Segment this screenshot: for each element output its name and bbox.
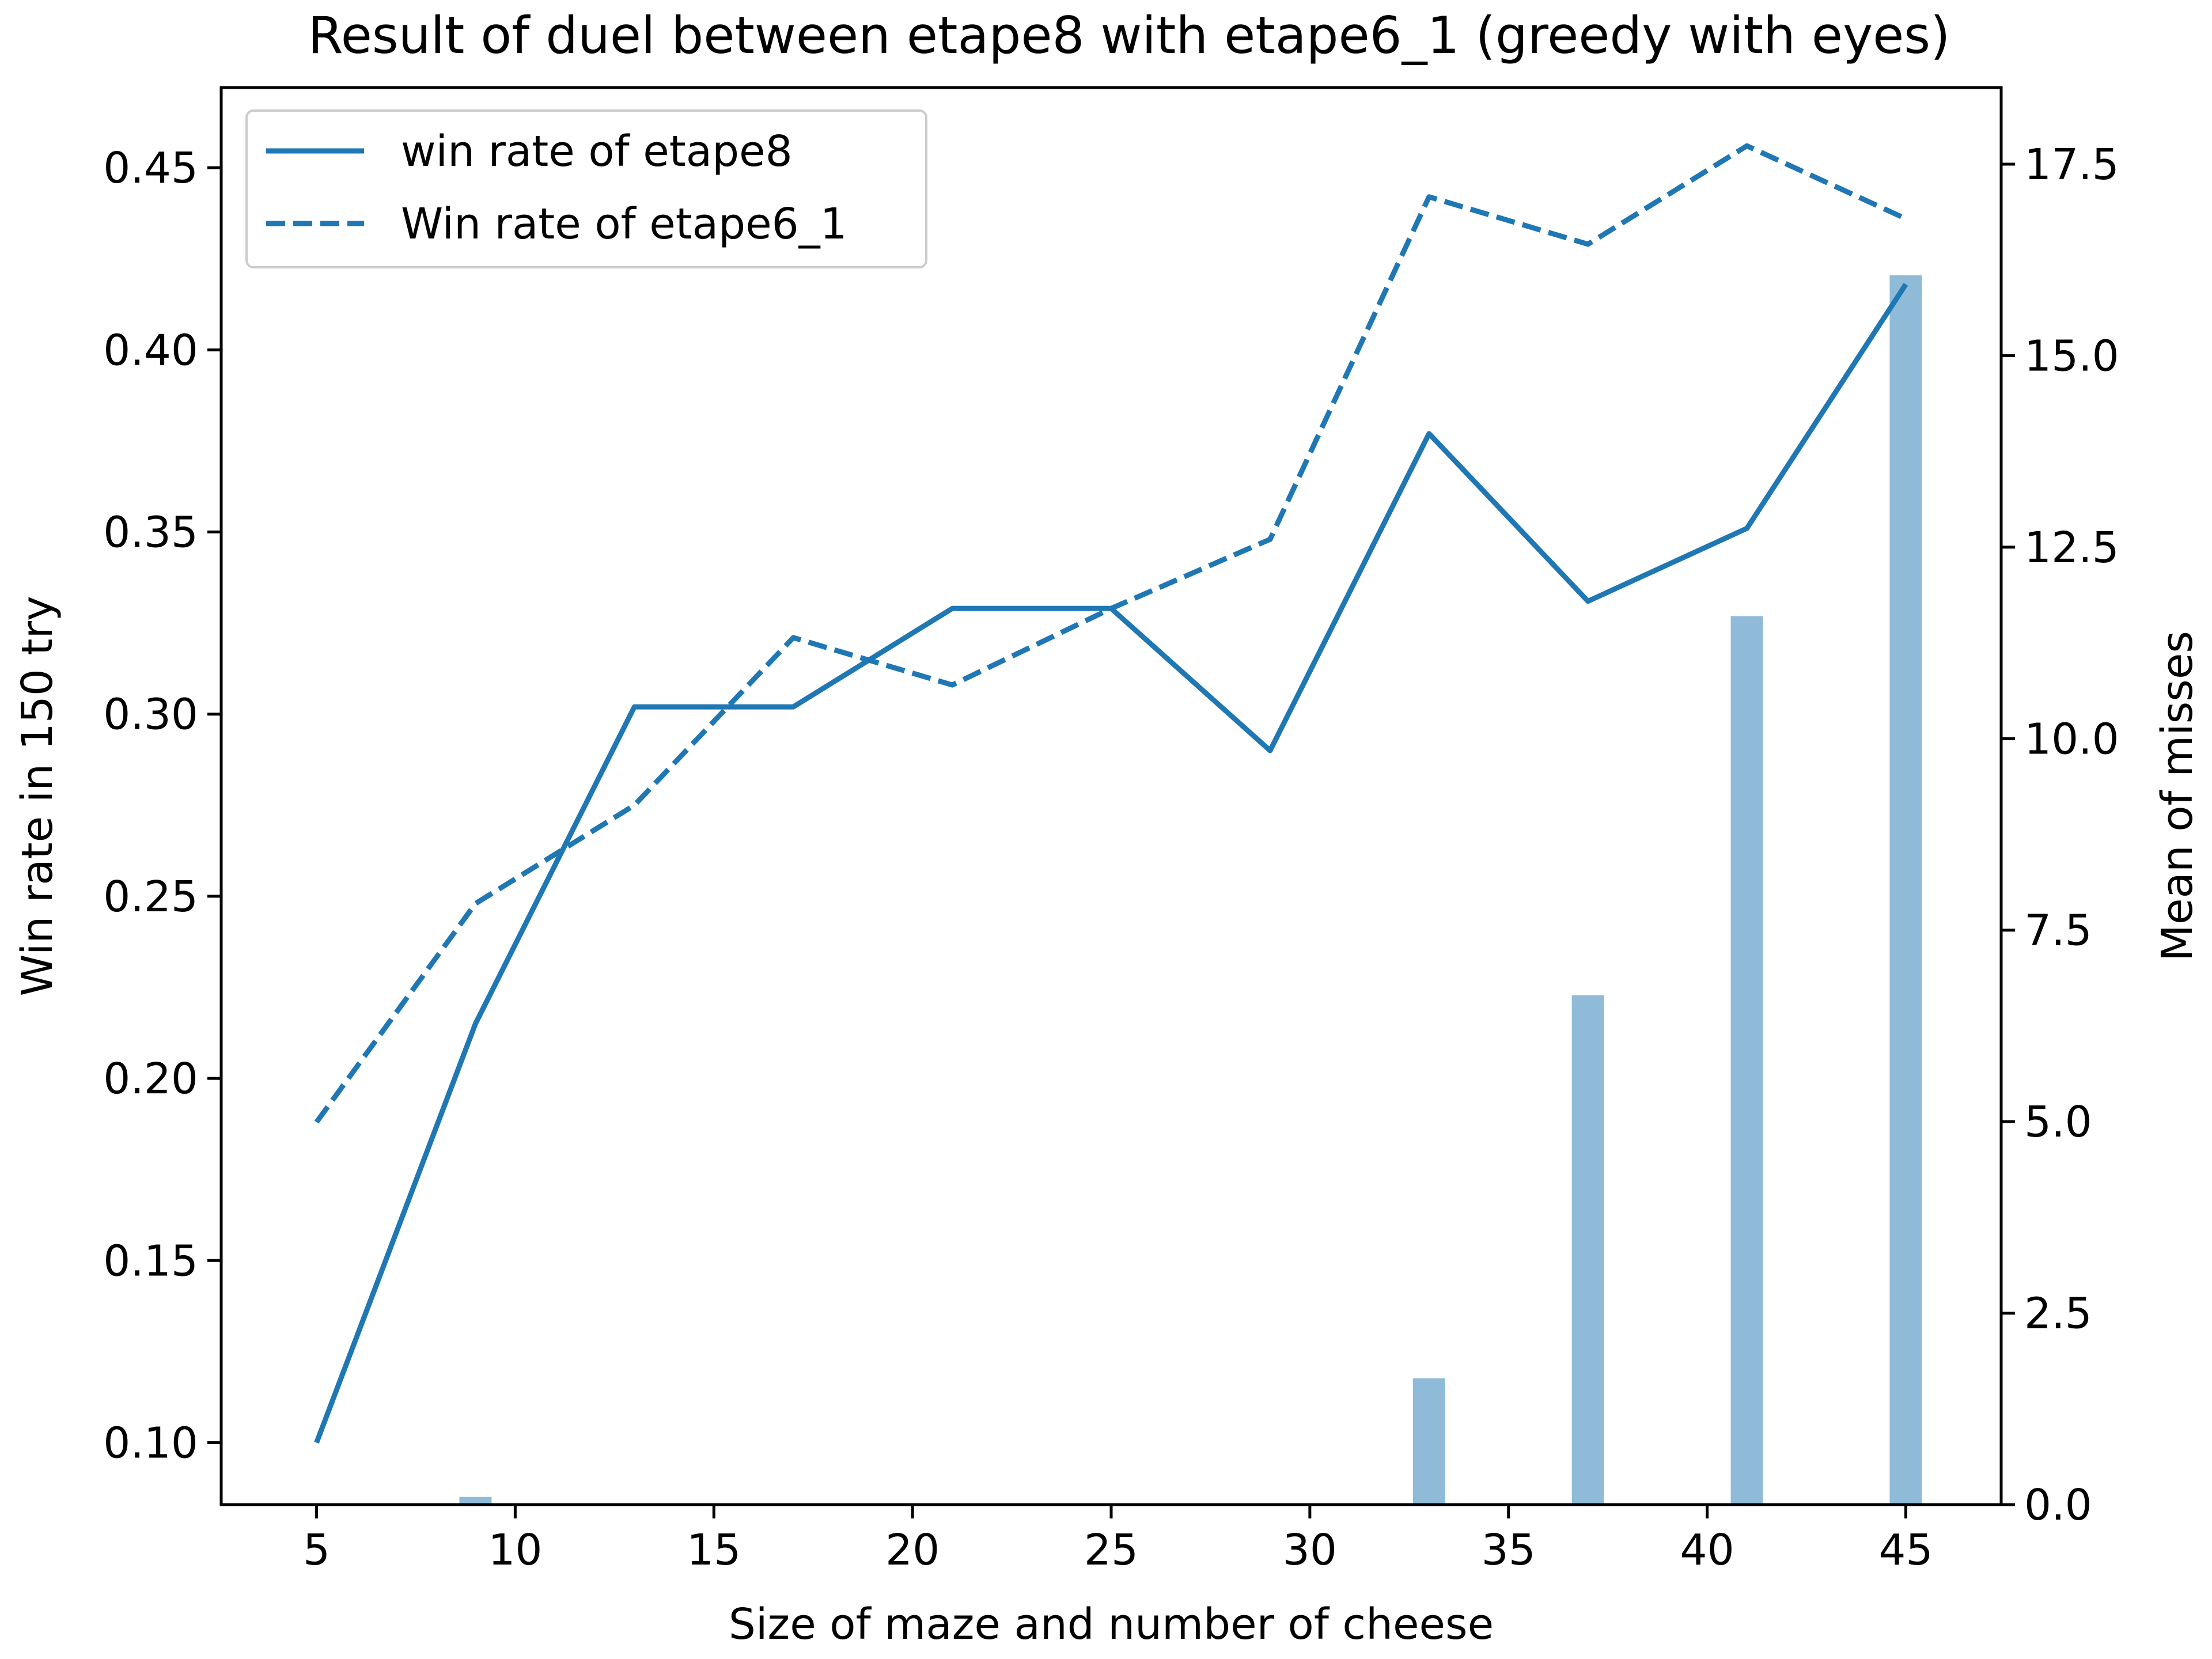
x-tick-label: 45 — [1878, 1525, 1933, 1575]
bar-x37 — [1571, 995, 1604, 1505]
x-axis-ticks: 5 10 15 20 25 30 35 40 45 — [303, 1505, 1933, 1575]
legend-label-1: win rate of etape8 — [401, 127, 793, 176]
x-tick-label: 20 — [885, 1525, 940, 1575]
chart-title: Result of duel between etape8 with etape… — [308, 6, 1950, 65]
x-tick-label: 5 — [303, 1525, 330, 1575]
x-tick-label: 10 — [488, 1525, 542, 1575]
y2-tick-label: 17.5 — [2024, 140, 2119, 190]
lines-layer — [314, 143, 1908, 1444]
x-tick-label: 30 — [1283, 1525, 1337, 1575]
bar-x33 — [1412, 1378, 1445, 1505]
legend: win rate of etape8 Win rate of etape6_1 — [245, 109, 927, 268]
bars-layer — [459, 275, 1922, 1505]
legend-box — [245, 109, 927, 268]
bar-x9 — [459, 1497, 492, 1505]
x-tick-label: 35 — [1482, 1525, 1536, 1575]
x-axis-label: Size of maze and number of cheese — [729, 1600, 1494, 1649]
y-axis-label: Win rate in 150 try — [13, 596, 62, 996]
y2-tick-label: 15.0 — [2024, 331, 2119, 381]
y2-tick-label: 10.0 — [2024, 714, 2119, 764]
y-tick-label: 0.15 — [103, 1236, 198, 1286]
y-tick-label: 0.25 — [103, 872, 198, 922]
y2-tick-label: 7.5 — [2024, 906, 2092, 956]
y2-tick-label: 5.0 — [2024, 1097, 2092, 1147]
series-line-2 — [314, 143, 1907, 1124]
y-tick-label: 0.10 — [103, 1418, 198, 1468]
y-tick-label: 0.20 — [103, 1054, 198, 1104]
y-tick-label: 0.45 — [103, 143, 198, 193]
y-tick-label: 0.35 — [103, 508, 198, 558]
x-tick-label: 15 — [687, 1525, 741, 1575]
x-tick-label: 25 — [1084, 1525, 1138, 1575]
y2-tick-label: 2.5 — [2024, 1289, 2092, 1339]
legend-label-2: Win rate of etape6_1 — [401, 199, 847, 249]
x-tick-label: 40 — [1680, 1525, 1734, 1575]
y2-tick-label: 0.0 — [2024, 1480, 2092, 1530]
y2-tick-label: 12.5 — [2024, 523, 2119, 573]
y-tick-label: 0.40 — [103, 325, 198, 375]
y2-axis-label: Mean of misses — [2153, 631, 2202, 961]
bar-x41 — [1730, 616, 1763, 1505]
y-axis-ticks: 0.10 0.15 0.20 0.25 0.30 0.35 0.40 0.45 — [103, 143, 221, 1468]
y-tick-label: 0.30 — [103, 690, 198, 740]
y2-axis-ticks: 0.0 2.5 5.0 7.5 10.0 12.5 15.0 17.5 — [2001, 140, 2119, 1530]
bar-x45 — [1889, 275, 1922, 1505]
